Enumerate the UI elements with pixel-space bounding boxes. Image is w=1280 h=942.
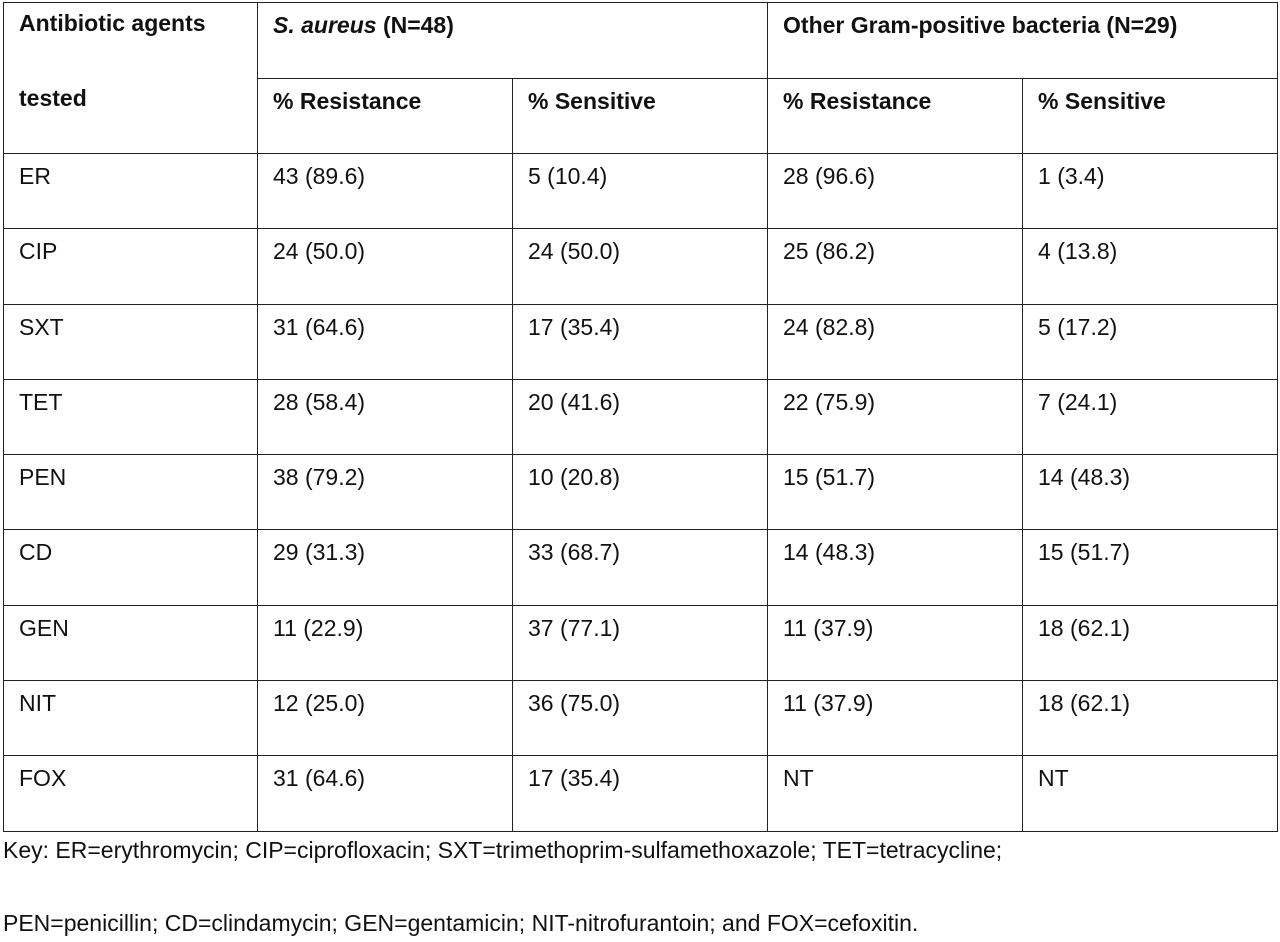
subheader-cell: % Resistance [257,77,513,154]
value-cell: 14 (48.3) [1022,454,1279,531]
value-cell: 20 (41.6) [511,378,769,456]
count: (N=29) [1106,12,1178,38]
value-cell: 22 (75.9) [767,378,1024,456]
value-cell: 11 (22.9) [257,604,513,682]
agent-cell: FOX [3,755,258,832]
value-cell: 18 (62.1) [1022,604,1279,682]
value-cell: 5 (17.2) [1022,303,1279,380]
data-row: SXT 31 (64.6) 17 (35.4) 24 (82.8) 5 (17.2) [3,303,1279,380]
header-text: Antibiotic agents tested [19,10,206,111]
agent-cell: GEN [3,604,258,682]
value-cell: 33 (68.7) [511,529,769,606]
value-cell: 25 (86.2) [767,228,1024,305]
value-cell: 4 (13.8) [1022,228,1279,305]
agent-cell: SXT [3,303,258,380]
subheader-cell: % Resistance [767,77,1024,154]
value-cell: 18 (62.1) [1022,680,1279,757]
value-cell: NT [767,755,1024,832]
agent-cell: ER [3,152,258,230]
group-header: S. aureus (N=48) [256,2,769,79]
value-cell: 1 (3.4) [1022,152,1279,230]
value-cell: 10 (20.8) [511,454,769,531]
value-cell: 17 (35.4) [511,755,769,832]
agent-cell: TET [3,378,258,456]
value-cell: 31 (64.6) [257,303,513,380]
data-row: CIP 24 (50.0) 24 (50.0) 25 (86.2) 4 (13.8) [3,228,1279,305]
key-line: Key: ER=erythromycin; CIP=ciprofloxacin;… [3,837,1003,863]
data-row: FOX 31 (64.6) 17 (35.4) NT NT [3,755,1279,832]
value-cell: 5 (10.4) [511,152,769,230]
value-cell: 15 (51.7) [767,454,1024,531]
organism: Other Gram-positive bacteria [783,12,1101,38]
value-cell: 37 (77.1) [511,604,769,682]
data-row: CD 29 (31.3) 33 (68.7) 14 (48.3) 15 (51.7) [3,529,1279,606]
value-cell: 43 (89.6) [257,152,513,230]
header-cell: Antibiotic agents tested [3,2,258,154]
value-cell: 24 (50.0) [511,228,769,305]
value-cell: 36 (75.0) [511,680,769,757]
value-cell: NT [1022,755,1279,832]
value-cell: 24 (50.0) [257,228,513,305]
value-cell: 31 (64.6) [257,755,513,832]
data-row: TET 28 (58.4) 20 (41.6) 22 (75.9) 7 (24.1) [3,378,1279,456]
value-cell: 17 (35.4) [511,303,769,380]
agent-cell: CD [3,529,258,606]
subheader-cell: % Sensitive [1022,77,1279,154]
organism: S. aureus [273,12,377,38]
value-cell: 28 (58.4) [257,378,513,456]
agent-cell: PEN [3,454,258,531]
group-header: Other Gram-positive bacteria (N=29) [767,2,1279,79]
table-body: Antibiotic agents tested S. aureus (N=48… [3,2,1279,832]
value-cell: 38 (79.2) [257,454,513,531]
value-cell: 24 (82.8) [767,303,1024,380]
key-line: PEN=penicillin; CD=clindamycin; GEN=gent… [3,910,919,936]
data-row: GEN 11 (22.9) 37 (77.1) 11 (37.9) 18 (62.1) [3,604,1279,682]
subheader-cell: % Sensitive [511,77,769,154]
count: (N=48) [382,12,454,38]
value-cell: 12 (25.0) [257,680,513,757]
agent-cell: NIT [3,680,258,757]
value-cell: 29 (31.3) [257,529,513,606]
value-cell: 7 (24.1) [1022,378,1279,456]
data-row: NIT 12 (25.0) 36 (75.0) 11 (37.9) 18 (62.1) [3,680,1279,757]
value-cell: 15 (51.7) [1022,529,1279,606]
value-cell: 14 (48.3) [767,529,1024,606]
data-row: PEN 38 (79.2) 10 (20.8) 15 (51.7) 14 (48.3) [3,454,1279,531]
value-cell: 11 (37.9) [767,680,1024,757]
header-row: Antibiotic agents tested S. aureus (N=48… [3,2,1279,154]
data-row: ER 43 (89.6) 5 (10.4) 28 (96.6) 1 (3.4) [3,152,1279,230]
resistance-table: Antibiotic agents tested S. aureus (N=48… [3,2,1279,832]
value-cell: 28 (96.6) [767,152,1024,230]
agent-cell: CIP [3,228,258,305]
value-cell: 11 (37.9) [767,604,1024,682]
